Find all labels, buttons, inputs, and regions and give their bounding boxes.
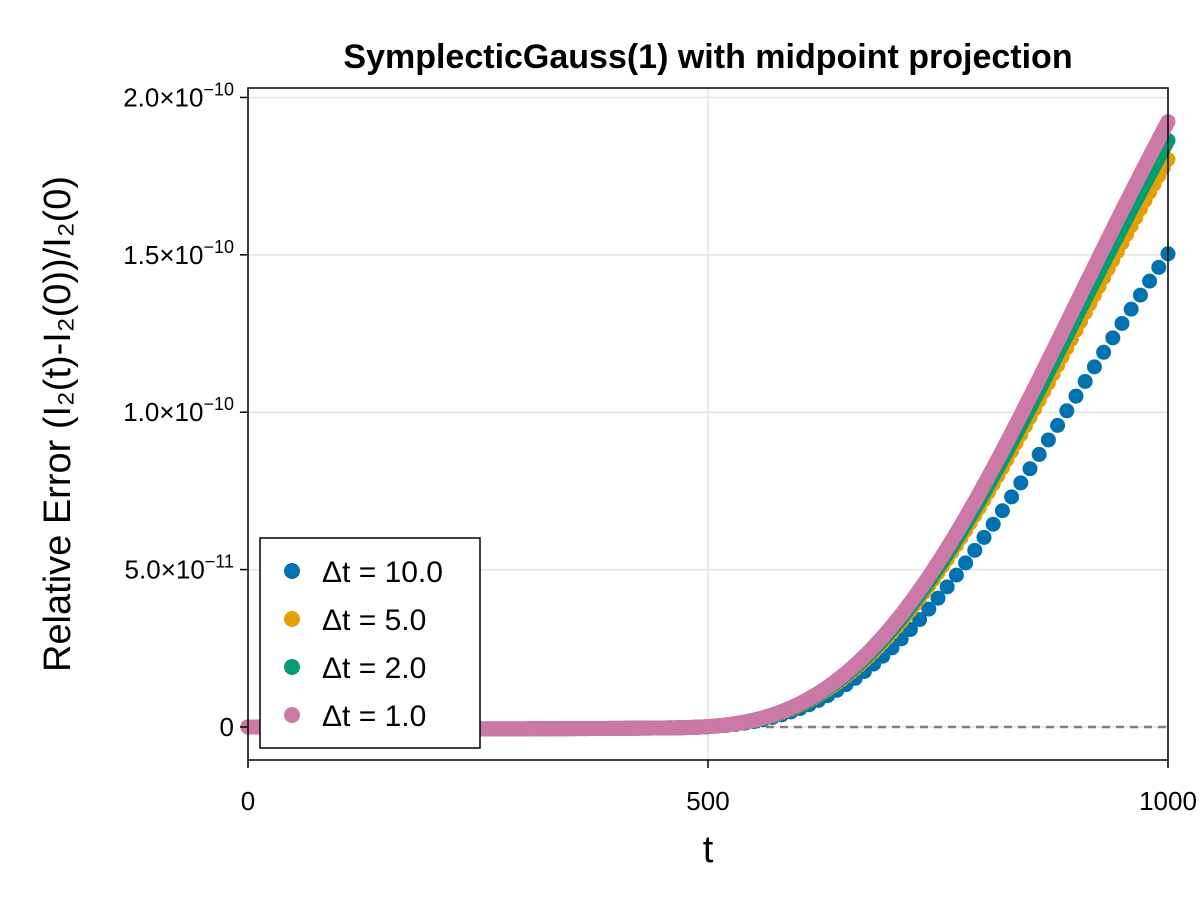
data-point [1123, 301, 1139, 317]
x-tick-label: 500 [686, 786, 729, 816]
legend-marker [284, 563, 300, 579]
data-point [1132, 287, 1148, 303]
data-point [1096, 344, 1112, 360]
legend-label: Δt = 1.0 [322, 700, 426, 733]
data-point [976, 529, 992, 545]
data-point [1022, 461, 1038, 477]
x-tick-label: 0 [241, 786, 255, 816]
x-axis-ticks: 0 500 1000 [241, 760, 1197, 816]
y-axis-ticks: 0 5.0×10−11 1.0×10−10 1.5×10−10 2.0×10−10 [123, 79, 248, 742]
data-point [1077, 373, 1093, 389]
chart-title: SymplecticGauss(1) with midpoint project… [343, 38, 1072, 76]
x-axis-label: t [703, 829, 714, 871]
data-point [1105, 330, 1121, 346]
data-point [1151, 259, 1167, 275]
legend-marker [284, 707, 300, 723]
legend-label: Δt = 2.0 [322, 652, 426, 685]
legend-label: Δt = 5.0 [322, 604, 426, 637]
y-tick-label: 5.0×10−11 [125, 552, 234, 585]
data-point [985, 516, 1001, 532]
data-point [1050, 417, 1066, 433]
y-tick-label: 0 [220, 712, 234, 742]
data-point [994, 503, 1010, 519]
x-tick-label: 1000 [1139, 786, 1197, 816]
legend-marker [284, 611, 300, 627]
y-tick-label: 1.0×10−10 [123, 394, 234, 427]
data-point [1040, 432, 1056, 448]
data-point [912, 612, 928, 628]
data-point [1013, 475, 1029, 491]
data-point [921, 601, 937, 617]
y-tick-label: 2.0×10−10 [123, 79, 234, 112]
data-point [1114, 315, 1130, 331]
data-point [930, 590, 946, 606]
y-axis-label: Relative Error (I₂(t)-I₂(0))/I₂(0) [37, 176, 79, 672]
data-point [967, 542, 983, 558]
data-point [1004, 489, 1020, 505]
data-point [1059, 403, 1075, 419]
legend-marker [284, 659, 300, 675]
legend-label: Δt = 10.0 [322, 556, 443, 589]
data-point [948, 567, 964, 583]
data-point [958, 555, 974, 571]
y-tick-label: 1.5×10−10 [123, 237, 234, 270]
data-point [939, 579, 955, 595]
data-point [1068, 388, 1084, 404]
data-point [1142, 273, 1158, 289]
data-point [1086, 359, 1102, 375]
legend: Δt = 10.0 Δt = 5.0 Δt = 2.0 Δt = 1.0 [259, 537, 481, 749]
data-point [1031, 446, 1047, 462]
